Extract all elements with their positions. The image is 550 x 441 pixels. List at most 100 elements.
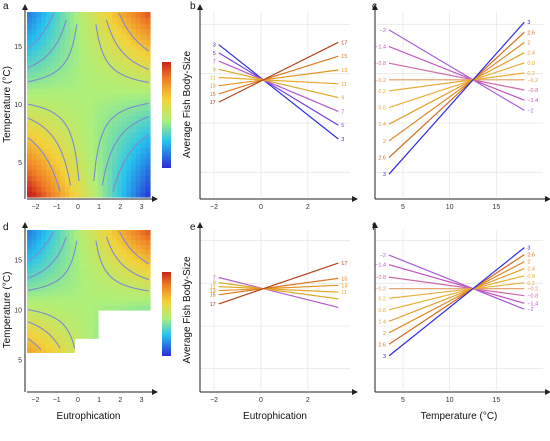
heatmap-cell — [140, 50, 146, 57]
series-line-2.6 — [388, 31, 525, 158]
heatmap-cell — [50, 148, 56, 155]
heatmap-cell — [60, 158, 66, 165]
heatmap-cell — [93, 310, 99, 316]
x-tick-label: −2 — [210, 397, 218, 404]
heatmap-cell — [145, 286, 151, 292]
heatmap-cell — [36, 158, 42, 165]
heatmap-cell — [74, 93, 80, 100]
series-line--0.8 — [388, 276, 525, 297]
heatmap-cell — [55, 244, 61, 250]
heatmap-cell — [88, 244, 94, 250]
heatmap-cell — [140, 277, 146, 283]
heatmap-cell — [36, 305, 42, 311]
heatmap-cell — [50, 142, 56, 149]
heatmap-cell — [93, 131, 99, 138]
heatmap-cell — [135, 55, 142, 62]
heatmap-cell — [50, 291, 56, 297]
heatmap-cell — [55, 148, 61, 155]
heatmap-cell — [126, 12, 132, 19]
x-tick-label: −1 — [53, 397, 61, 404]
heatmap-cell — [135, 33, 142, 40]
x-tick-label: 0 — [76, 397, 80, 404]
heatmap-cell — [74, 77, 80, 84]
heatmap-cell — [55, 281, 61, 288]
heatmap-cell — [93, 191, 99, 198]
heatmap-cell — [60, 104, 66, 111]
heatmap-cell — [107, 50, 113, 57]
heatmap-cell — [41, 300, 47, 306]
heatmap-cell — [121, 277, 127, 283]
heatmap-cell — [55, 28, 61, 35]
heatmap-cell — [41, 239, 47, 245]
heatmap-cell — [107, 286, 113, 292]
heatmap-cell — [79, 234, 85, 241]
x-tick-label: −1 — [53, 204, 61, 211]
heatmap-cell — [102, 142, 109, 149]
heatmap-cell — [31, 131, 38, 138]
heatmap-cell — [36, 310, 42, 316]
heatmap-cell — [27, 262, 33, 269]
heatmap-cell — [41, 277, 47, 283]
heatmap-cell — [93, 115, 99, 122]
heatmap-cell — [83, 131, 90, 138]
heatmap-cell — [27, 300, 33, 306]
heatmap-cell — [45, 244, 52, 250]
heatmap-cell — [135, 82, 142, 89]
grid — [200, 12, 350, 197]
heatmap-cell — [79, 109, 85, 116]
series-line-3 — [388, 247, 525, 357]
heatmap-cell — [140, 126, 146, 133]
heatmap-cell — [79, 158, 85, 165]
heatmap-cell — [60, 126, 66, 133]
heatmap-cell — [69, 319, 75, 325]
heatmap-cell — [50, 60, 56, 68]
heatmap-cell — [50, 99, 56, 106]
heatmap-cell — [112, 186, 118, 193]
heatmap-cell — [41, 142, 47, 149]
heatmap-cell — [74, 295, 80, 302]
heatmap-cells — [27, 230, 151, 353]
heatmap-cells — [27, 12, 151, 198]
heatmap-cell — [112, 60, 118, 68]
heatmap-cell — [64, 131, 71, 138]
heatmap-cell — [74, 324, 80, 330]
heatmap-cell — [135, 50, 142, 57]
heatmap-cell — [74, 142, 80, 149]
heatmap-cell — [131, 104, 137, 111]
series-label-right: −1.4 — [527, 301, 538, 307]
heatmap-cell — [102, 148, 109, 155]
heatmap-cell — [116, 126, 123, 133]
heatmap-cell — [55, 55, 61, 62]
heatmap-cell — [102, 234, 109, 241]
heatmap-cell — [27, 99, 33, 106]
series-line-2 — [388, 42, 525, 142]
heatmap-cell — [27, 28, 33, 35]
heatmap-cell — [64, 347, 71, 353]
heatmap-cell — [107, 104, 113, 111]
heatmap-cell — [50, 175, 56, 182]
heatmap-cell — [97, 291, 104, 297]
heatmap-cell — [131, 267, 137, 273]
heatmap-cell — [83, 234, 90, 241]
heatmap-cell — [121, 71, 127, 78]
heatmap-cell — [55, 71, 61, 78]
heatmap-cell — [121, 33, 127, 40]
heatmap-cell — [102, 33, 109, 40]
heatmap-cell — [116, 120, 123, 127]
heatmap-cell — [74, 153, 80, 160]
color-legend-bar — [162, 62, 171, 168]
heatmap-cell — [145, 22, 151, 29]
heatmap-cell — [140, 71, 146, 78]
heatmap-cell — [145, 99, 151, 106]
heatmap-cell — [88, 295, 94, 302]
heatmap-cell — [31, 262, 38, 269]
series-lines — [388, 247, 525, 357]
heatmap-cell — [140, 158, 146, 165]
heatmap-cell — [45, 93, 52, 100]
panel-letter: a — [3, 1, 9, 12]
heatmap-cell — [112, 126, 118, 133]
series-label-right: 17 — [341, 261, 347, 267]
series-label-left: 11 — [210, 75, 216, 81]
contour-lines — [27, 13, 150, 192]
heatmap-cell — [112, 44, 118, 51]
